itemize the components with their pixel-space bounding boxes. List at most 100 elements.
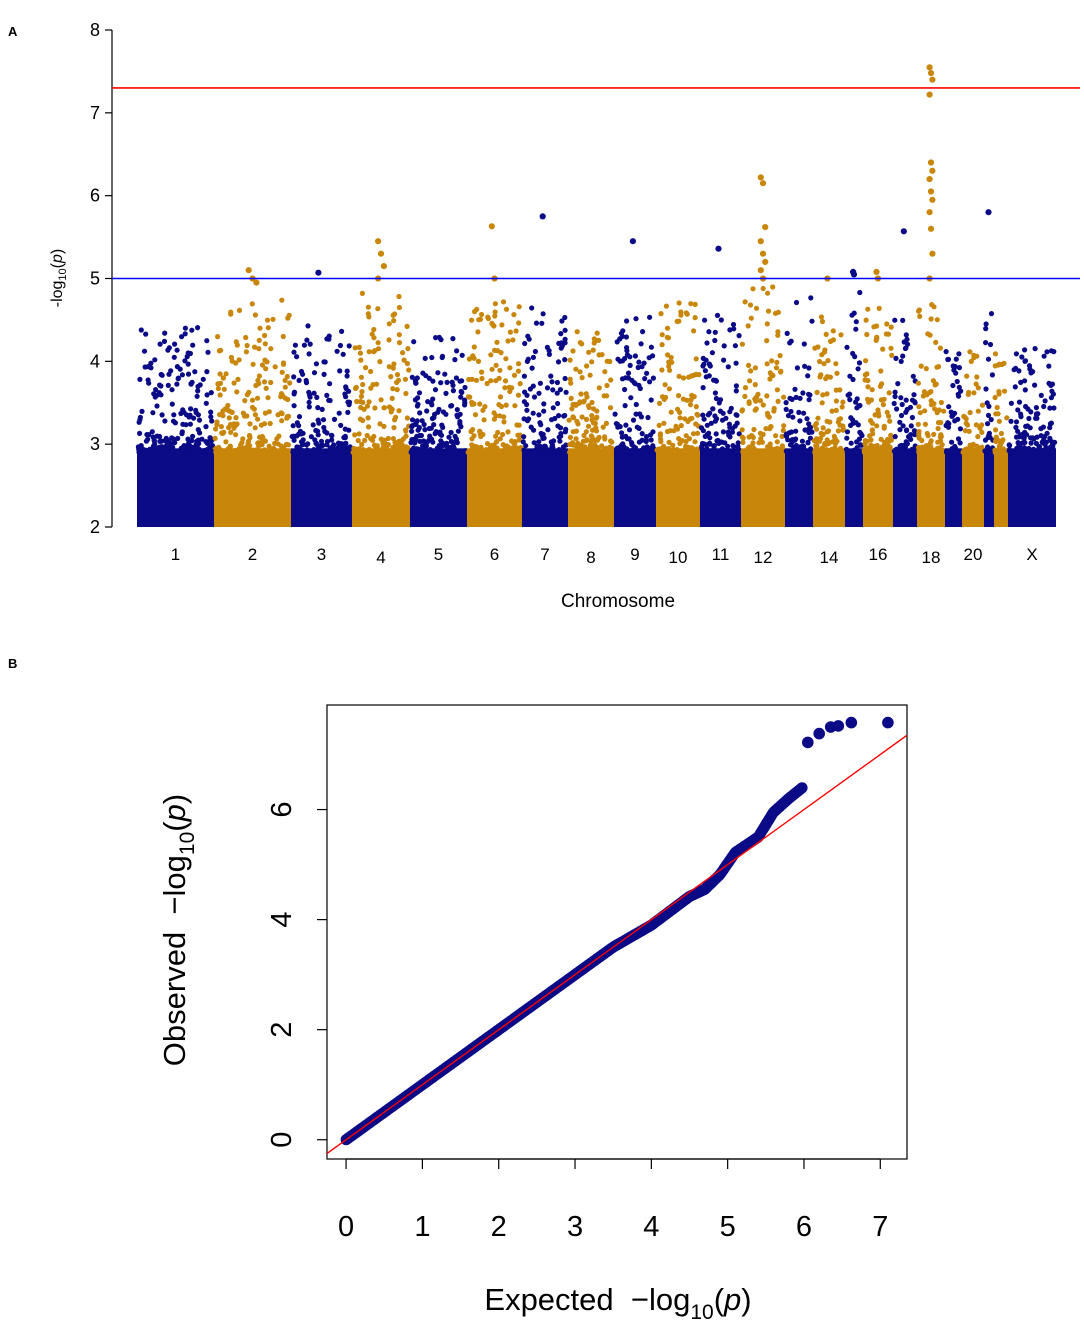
snp-point	[975, 385, 981, 391]
snp-point	[562, 375, 568, 382]
snp-point	[1018, 446, 1024, 452]
snp-point	[501, 419, 507, 425]
snp-point	[730, 321, 737, 328]
snp-point	[585, 403, 592, 409]
snp-point	[344, 368, 350, 374]
manhattan-y-label-sub: 10	[57, 268, 69, 280]
snp-point	[306, 404, 312, 410]
snp-point	[644, 370, 650, 376]
snp-point	[917, 313, 923, 319]
snp-point	[492, 301, 498, 307]
snp-point	[888, 432, 894, 438]
snp-point	[165, 382, 171, 388]
snp-point	[668, 354, 674, 361]
snp-point	[503, 402, 509, 408]
snp-point	[469, 399, 475, 405]
snp-point	[594, 414, 600, 420]
snp-point	[677, 415, 683, 421]
snp-point	[189, 327, 195, 333]
snp-point	[562, 449, 568, 455]
snp-point	[386, 364, 392, 370]
snp-point	[528, 424, 534, 430]
panel-label-a: A	[8, 24, 18, 39]
snp-point	[758, 448, 765, 455]
snp-point	[887, 418, 893, 424]
qq-y-tick-label: 4	[266, 912, 298, 928]
snp-point	[1012, 384, 1018, 390]
manhattan-y-tick-label: 7	[90, 103, 100, 123]
snp-point	[945, 356, 952, 362]
snp-point	[865, 306, 871, 312]
snp-point	[923, 366, 929, 372]
snp-point	[448, 429, 454, 436]
snp-point	[452, 357, 458, 363]
snp-point	[346, 399, 353, 405]
snp-point	[988, 311, 995, 317]
snp-point	[195, 325, 201, 331]
snp-point	[739, 341, 746, 347]
snp-point	[625, 370, 632, 376]
snp-point	[620, 328, 626, 334]
snp-point	[174, 381, 180, 387]
snp-point	[1032, 346, 1038, 352]
snp-point	[833, 387, 839, 393]
snp-point	[272, 364, 278, 370]
qq-y-label-p: p	[157, 804, 192, 822]
snp-point	[985, 445, 991, 451]
snp-top-hit-point	[927, 225, 935, 232]
snp-point	[1047, 437, 1053, 443]
snp-top-hit-point	[629, 238, 637, 245]
snp-point	[531, 448, 538, 455]
snp-point	[409, 417, 416, 423]
snp-point	[819, 449, 826, 455]
snp-point	[824, 374, 830, 380]
snp-point	[589, 434, 595, 440]
chromosome-9-points	[612, 238, 658, 527]
snp-point	[174, 347, 180, 353]
snp-point	[441, 449, 447, 455]
snp-point	[818, 372, 824, 378]
snp-point	[809, 318, 815, 324]
snp-point	[558, 431, 564, 437]
snp-point	[627, 362, 633, 368]
snp-point	[532, 348, 539, 355]
snp-point	[904, 427, 910, 433]
snp-point	[840, 399, 846, 405]
snp-point	[516, 422, 522, 428]
manhattan-y-label: -log10(p)	[49, 249, 69, 308]
snp-point	[823, 331, 829, 337]
snp-point	[837, 422, 843, 428]
snp-point	[208, 414, 214, 420]
snp-point	[944, 448, 950, 454]
snp-point	[568, 449, 574, 455]
snp-point	[831, 433, 837, 439]
snp-point	[287, 380, 293, 386]
qq-x-label-sub: 10	[690, 1301, 713, 1322]
snp-point	[577, 369, 583, 375]
snp-top-hit-point	[757, 174, 764, 181]
snp-top-hit-point	[929, 196, 936, 203]
snp-point	[731, 326, 737, 332]
snp-point	[243, 334, 249, 341]
snp-point	[195, 388, 201, 394]
snp-point	[1041, 403, 1047, 410]
manhattan-y-label-log: -log	[49, 281, 66, 308]
snp-point	[1040, 447, 1046, 454]
snp-point	[693, 421, 699, 427]
snp-point	[713, 395, 720, 402]
snp-point	[490, 449, 496, 455]
snp-point	[895, 381, 901, 387]
snp-point	[1021, 440, 1027, 446]
snp-point	[196, 417, 203, 423]
snp-point	[983, 386, 989, 392]
snp-point	[949, 446, 955, 452]
snp-point	[607, 358, 613, 365]
chromosome-21-band	[984, 448, 994, 527]
snp-point	[156, 449, 162, 455]
snp-point	[979, 402, 986, 408]
snp-point	[1016, 434, 1022, 440]
snp-point	[502, 378, 509, 384]
snp-point	[901, 339, 907, 345]
snp-point	[187, 421, 193, 427]
snp-point	[182, 331, 188, 337]
